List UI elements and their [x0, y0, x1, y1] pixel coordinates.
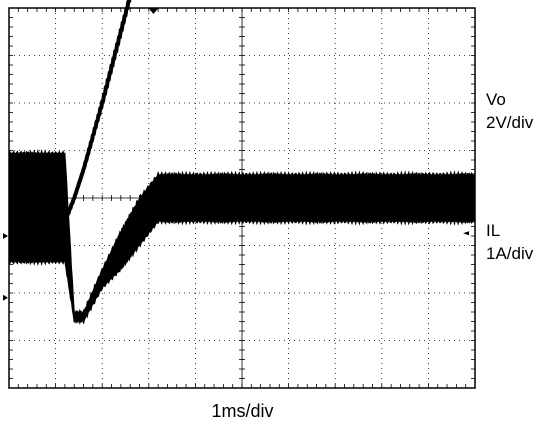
- il-trace: [8, 148, 476, 325]
- trigger-level-marker: [463, 231, 469, 236]
- vo-ground-marker: [3, 233, 8, 239]
- il-ground-marker: [3, 294, 8, 301]
- time-scale-label: 1ms/div: [211, 401, 274, 421]
- il-scale-label: 1A/div: [486, 244, 534, 263]
- il-channel-label: IL: [486, 221, 501, 240]
- vo-scale-label: 2V/div: [486, 113, 534, 132]
- traces: [7, 0, 476, 325]
- trigger-position-marker: [148, 8, 159, 14]
- channel-markers: [3, 8, 469, 301]
- vo-channel-label: Vo: [486, 90, 506, 109]
- vo-trace: [7, 0, 132, 240]
